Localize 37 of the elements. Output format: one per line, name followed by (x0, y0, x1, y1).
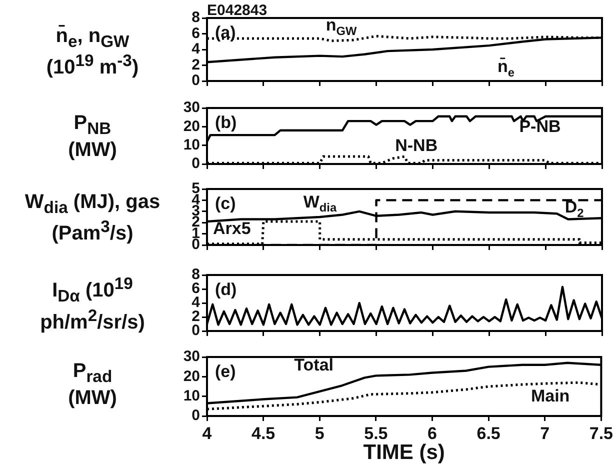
y-tick-label: 30 (183, 348, 200, 366)
annotation: P-NB (519, 117, 561, 136)
chart-title: E042843 (207, 2, 268, 19)
annotation: Main (530, 386, 570, 406)
y-tick-label: 20 (183, 368, 200, 385)
y-tick-label: 0 (192, 155, 200, 172)
x-tick-label: 7 (540, 424, 550, 443)
annotation: (d) (215, 280, 237, 299)
annotation: (c) (215, 194, 236, 213)
y-tick-label: 8 (192, 9, 200, 26)
y-tick-label: 4 (192, 40, 201, 58)
x-tick-label: 7.5 (589, 424, 614, 443)
annotation: (e) (215, 362, 236, 381)
y-tick-label: 0 (192, 72, 200, 90)
y-tick-label: 10 (183, 387, 200, 404)
y-axis-title: P$_{rad}$ (MW) (68, 360, 117, 410)
y-tick-label: 2 (192, 56, 200, 74)
annotation: Total (294, 356, 334, 375)
annotation: (b) (215, 113, 237, 132)
x-tick-label: 6.5 (476, 424, 500, 443)
annotation: Arx5 (212, 218, 251, 238)
annotation: (a) (215, 23, 236, 42)
y-tick-label: 20 (183, 118, 200, 135)
x-tick-label: 6 (428, 424, 437, 443)
y-tick-label: 10 (183, 136, 200, 154)
text: I$_{Dα}$ (10$^{19}$ ph/m$^{2}$/sr/s) (40, 274, 145, 334)
x-tick-label: 5.5 (364, 424, 388, 443)
y-tick-label: 0 (192, 407, 200, 424)
y-tick-label: 30 (183, 99, 200, 116)
x-tick-label: 5 (314, 424, 324, 443)
x-tick-label: 4.5 (251, 424, 276, 443)
y-axis-title: W$_{dia}$ (MJ), gas (Pam$^{3}$/s) (24, 190, 160, 246)
x-axis-title: TIME (s) (363, 441, 445, 464)
y-tick-label: 6 (192, 24, 200, 42)
annotation: N-NB (395, 136, 438, 156)
text: n̄$_{e}$, n$_{GW}$ (10$^{19}$ m$^{-3}$) (46, 24, 139, 78)
y-axis-title: P$_{NB}$ (MW) (68, 112, 117, 162)
